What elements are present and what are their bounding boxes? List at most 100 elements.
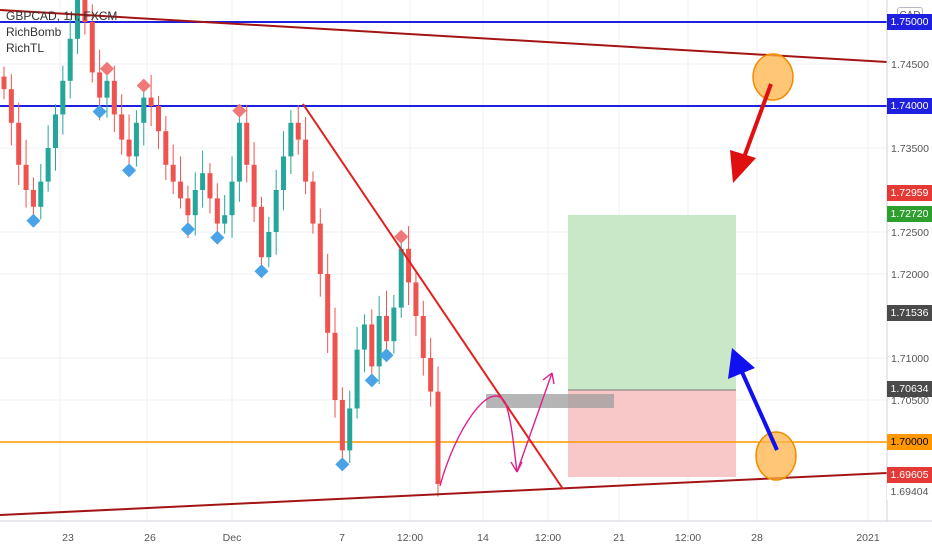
candle <box>23 139 29 208</box>
price-label-1-69605: 1.69605 <box>887 467 932 484</box>
buy-signal-marker[interactable] <box>210 230 225 245</box>
take-profit-zone[interactable] <box>568 215 736 390</box>
price-label-1-72959: 1.72959 <box>887 185 932 202</box>
lower-trendline[interactable] <box>0 472 888 516</box>
candle <box>376 295 382 385</box>
candle <box>325 253 331 353</box>
candle <box>266 216 272 268</box>
buy-signal-marker[interactable] <box>335 457 350 472</box>
price-axis[interactable]: 1.74500 1.73500 1.72500 1.72000 1.71000 1.705… <box>891 59 929 407</box>
candle <box>1 66 7 100</box>
candle <box>258 196 264 270</box>
candle <box>8 74 14 146</box>
time-tick: 12:00 <box>397 532 423 544</box>
annotations <box>439 53 797 487</box>
candle <box>45 125 51 192</box>
candle <box>391 295 397 354</box>
candle <box>420 300 426 376</box>
sell-signal-marker[interactable] <box>232 103 247 118</box>
time-tick: 7 <box>339 532 345 544</box>
candle <box>435 366 441 497</box>
candle <box>339 387 345 466</box>
candle <box>251 142 257 222</box>
price-label-1-75000: 1.75000 <box>887 14 932 30</box>
candle <box>384 290 390 357</box>
candle <box>207 163 213 214</box>
buy-signal-marker[interactable] <box>122 163 137 178</box>
candle <box>111 65 117 133</box>
candle <box>229 156 235 238</box>
indicator-richtl[interactable]: RichTL <box>6 41 45 55</box>
candle <box>192 172 198 236</box>
candle <box>310 171 316 234</box>
time-tick: 23 <box>62 532 74 544</box>
candle <box>104 70 110 118</box>
price-tick: 1.72000 <box>891 269 929 281</box>
candle <box>200 150 206 208</box>
candle <box>303 116 309 195</box>
price-tick: 1.72500 <box>891 227 929 239</box>
candle <box>214 183 220 237</box>
candle <box>82 0 88 35</box>
time-tick: 2021 <box>856 532 880 544</box>
buy-signal-marker[interactable] <box>379 348 394 363</box>
trendlines <box>0 9 888 516</box>
candle <box>170 144 176 195</box>
time-tick: 12:00 <box>535 532 561 544</box>
candlesticks <box>1 0 441 497</box>
red-arrow-down[interactable] <box>730 83 773 183</box>
highlight-circle-top[interactable] <box>752 53 794 101</box>
time-tick: 12:00 <box>675 532 701 544</box>
buy-signal-marker[interactable] <box>26 213 41 228</box>
sell-signal-marker[interactable] <box>99 61 114 76</box>
time-axis[interactable]: 23 26 Dec 7 12:00 14 12:00 21 12:00 28 2021 <box>62 532 880 544</box>
price-label-1-70000: 1.70000 <box>887 434 932 450</box>
candle <box>155 95 161 149</box>
candle <box>332 307 338 418</box>
candle <box>354 326 360 419</box>
candle <box>60 65 66 135</box>
blue-arrow-up[interactable] <box>728 348 779 451</box>
signal-markers <box>26 61 409 472</box>
price-label-1-69404: 1.69404 <box>887 484 932 501</box>
candle <box>295 105 301 155</box>
candle <box>236 110 242 202</box>
price-tick: 1.70500 <box>891 395 929 407</box>
position-zones <box>486 215 736 477</box>
candle <box>119 94 125 155</box>
buy-signal-marker[interactable] <box>364 373 379 388</box>
candle <box>288 110 294 175</box>
candle <box>16 102 22 185</box>
price-tick: 1.71000 <box>891 353 929 365</box>
time-tick: 26 <box>144 532 156 544</box>
upper-trendline[interactable] <box>0 9 888 63</box>
candle <box>67 18 73 99</box>
buy-signal-marker[interactable] <box>180 222 195 237</box>
buy-signal-marker[interactable] <box>92 104 107 119</box>
buy-signal-marker[interactable] <box>254 264 269 279</box>
symbol-title[interactable]: GBPCAD, 1h, FXCM <box>6 9 118 23</box>
candle <box>126 114 132 169</box>
highlight-circle-bottom[interactable] <box>755 431 797 481</box>
time-tick: 28 <box>751 532 763 544</box>
candle <box>148 74 154 127</box>
candle <box>406 226 412 306</box>
time-tick: Dec <box>223 532 242 544</box>
candle <box>281 131 287 211</box>
candle <box>75 0 81 54</box>
sell-signal-marker[interactable] <box>394 229 409 244</box>
price-tick: 1.73500 <box>891 143 929 155</box>
candle <box>413 272 419 337</box>
magenta-projection[interactable] <box>439 372 555 487</box>
indicator-richbomb[interactable]: RichBomb <box>6 25 62 39</box>
time-tick: 14 <box>477 532 489 544</box>
candle <box>52 104 58 171</box>
entry-box[interactable] <box>486 394 614 408</box>
candle <box>244 105 250 183</box>
sell-signal-marker[interactable] <box>136 78 151 93</box>
price-tick: 1.74500 <box>891 59 929 71</box>
descending-trendline[interactable] <box>302 103 564 490</box>
chart-legend: GBPCAD, 1h, FXCM RichBomb RichTL <box>6 8 117 56</box>
price-label-1-74000: 1.74000 <box>887 98 932 114</box>
